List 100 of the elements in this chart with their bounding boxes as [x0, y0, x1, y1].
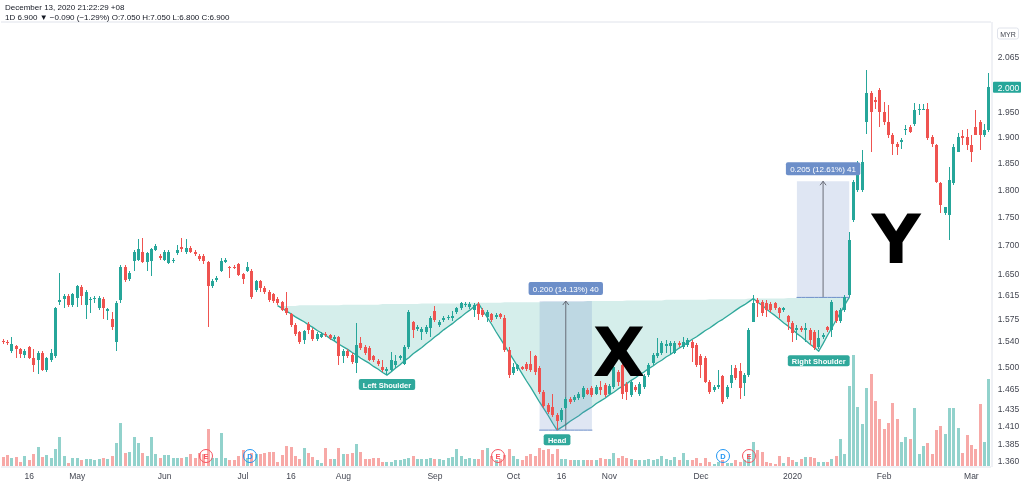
- bar: [10, 458, 13, 466]
- bar: [150, 437, 153, 466]
- bar: [708, 462, 711, 466]
- bar: [337, 448, 340, 466]
- bar: [329, 459, 332, 466]
- bar: [63, 456, 66, 466]
- bar: [643, 460, 646, 466]
- y-tick-label: 1.615: [997, 289, 1020, 300]
- bar: [948, 408, 951, 466]
- bar: [787, 457, 790, 466]
- bar: [320, 463, 323, 466]
- bar: [316, 460, 319, 466]
- annotation: 0.200 (14.13%) 40: [532, 284, 600, 294]
- bar: [368, 459, 371, 466]
- bar: [634, 460, 637, 466]
- bar: [481, 450, 484, 466]
- x-tick-label: 2020: [783, 471, 803, 481]
- bar: [695, 458, 698, 466]
- y-tick-label: 1.700: [997, 240, 1020, 251]
- bar: [508, 449, 511, 466]
- candlestick: [918, 104, 921, 115]
- bar: [769, 463, 772, 466]
- bar: [761, 452, 764, 466]
- bar: [817, 462, 820, 466]
- bar: [525, 456, 528, 466]
- bar: [6, 455, 9, 466]
- bar: [303, 448, 306, 466]
- bar: [359, 452, 362, 466]
- bar: [80, 460, 83, 466]
- x-tick-label: Jun: [157, 471, 172, 481]
- bar: [739, 462, 742, 466]
- bar: [822, 462, 825, 466]
- y-tick-label: 1.950: [997, 107, 1020, 118]
- bar: [15, 457, 18, 466]
- bar: [41, 457, 44, 466]
- bar: [71, 458, 74, 466]
- bar: [215, 458, 218, 466]
- bar: [974, 449, 977, 466]
- bar: [512, 456, 515, 466]
- y-tick-label: 1.540: [997, 336, 1020, 346]
- x-tick-label: Sep: [427, 471, 443, 481]
- bar: [163, 455, 166, 466]
- bar: [604, 459, 607, 466]
- bar: [385, 462, 388, 466]
- bar: [573, 460, 576, 466]
- annotation: Y: [870, 199, 922, 279]
- bar: [529, 454, 532, 466]
- annotation: 1D 6.900 ▼ −0.090 (−1.29%) O:7.050 H:7.050 L:6.800 C:6.900: [5, 13, 231, 22]
- bar: [433, 459, 436, 466]
- bar: [586, 460, 589, 466]
- annotation: X: [592, 312, 646, 392]
- bar: [351, 453, 354, 466]
- bar: [926, 443, 929, 466]
- annotation: 0.205 (12.61%) 41: [790, 164, 857, 174]
- candlestick: [804, 323, 807, 342]
- bar: [185, 457, 188, 466]
- bar: [403, 459, 406, 466]
- y-tick-label: 1.465: [997, 384, 1020, 395]
- bar: [673, 457, 676, 466]
- bar: [839, 439, 842, 466]
- bar: [189, 454, 192, 466]
- bar: [813, 458, 816, 466]
- bar: [835, 456, 838, 466]
- bar: [521, 460, 524, 466]
- bar: [324, 448, 327, 466]
- candlestick: [961, 130, 964, 145]
- x-tick-label: 16: [286, 471, 297, 481]
- bar: [852, 355, 855, 466]
- bar: [987, 379, 990, 466]
- bar: [726, 463, 729, 466]
- bar: [966, 435, 969, 466]
- bar: [734, 460, 737, 466]
- x-tick-label: 16: [556, 471, 567, 481]
- bar: [678, 460, 681, 466]
- bar: [630, 459, 633, 466]
- bar: [442, 460, 445, 466]
- bar: [133, 437, 136, 466]
- bar: [564, 459, 567, 466]
- bar: [390, 462, 393, 466]
- bar: [167, 455, 170, 466]
- bar: [124, 453, 127, 466]
- bar: [638, 460, 641, 466]
- bar: [468, 458, 471, 466]
- bar: [473, 459, 476, 466]
- bar: [542, 450, 545, 466]
- bar: [795, 462, 798, 466]
- bar: [625, 458, 628, 466]
- bar: [180, 458, 183, 466]
- bar: [45, 455, 48, 466]
- candlestick: [904, 125, 907, 135]
- bar: [830, 459, 833, 466]
- x-tick-label: Jul: [237, 471, 249, 481]
- bar: [704, 458, 707, 466]
- bar: [961, 453, 964, 466]
- y-tick-label: 1.575: [997, 314, 1020, 325]
- bar: [372, 458, 375, 466]
- y-tick-label: 2.000: [997, 82, 1020, 93]
- bar: [416, 459, 419, 466]
- bar: [922, 446, 925, 466]
- bar: [464, 459, 467, 466]
